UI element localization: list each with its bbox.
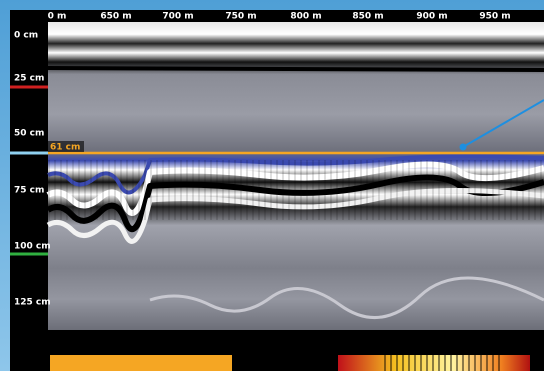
depth-label: 50 cm — [14, 129, 44, 139]
pointer-dot — [460, 144, 467, 151]
distance-label: 800 m — [290, 12, 321, 22]
distance-label: 850 m — [352, 12, 383, 22]
distance-label: 700 m — [162, 12, 193, 22]
distance-bar — [10, 10, 544, 22]
distance-label: 0 m — [48, 12, 67, 22]
heat-stripes — [380, 355, 500, 371]
distance-label: 950 m — [479, 12, 510, 22]
orange-panel — [50, 355, 232, 371]
distance-label: 650 m — [100, 12, 131, 22]
distance-label: 900 m — [416, 12, 447, 22]
depth-label: 25 cm — [14, 74, 44, 84]
texture — [48, 160, 544, 220]
distance-label: 750 m — [225, 12, 256, 22]
gpr-screen: 61 cm 0 m 650 m 700 m 750 m 800 m 850 m 900 m 9… — [0, 0, 544, 371]
depth-label: 100 cm — [14, 242, 51, 252]
marker-label: 61 cm — [50, 143, 80, 153]
depth-label: 0 cm — [14, 31, 38, 41]
depth-label: 75 cm — [14, 186, 44, 196]
depth-label: 125 cm — [14, 298, 51, 308]
